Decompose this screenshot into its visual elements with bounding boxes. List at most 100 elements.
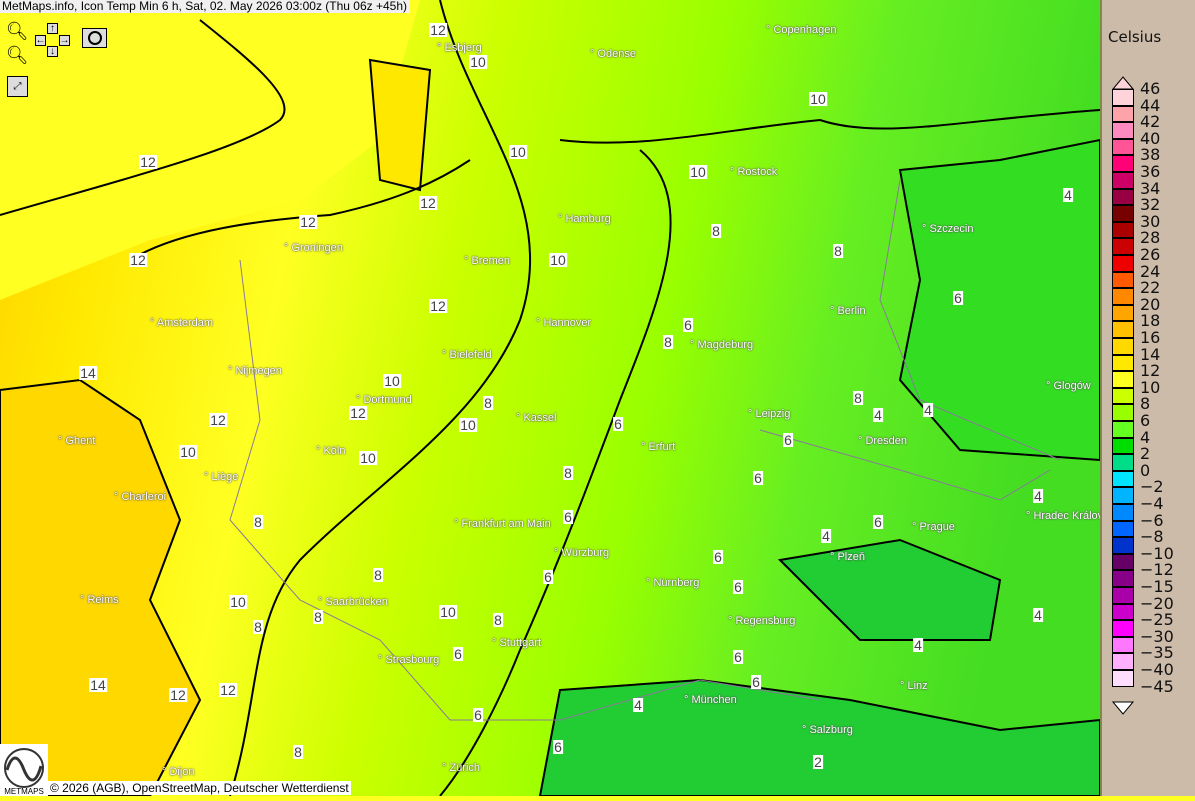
legend-swatch bbox=[1112, 653, 1134, 670]
legend-label: 26 bbox=[1140, 245, 1161, 264]
city-label: ° Köln bbox=[316, 445, 346, 457]
city-label: ° Erfurt bbox=[641, 441, 676, 453]
zoom-out-button[interactable]: 🔍︎ bbox=[5, 45, 29, 65]
city-label: ° Bremen bbox=[464, 255, 510, 267]
isotherm bbox=[0, 19, 286, 216]
legend-label: 42 bbox=[1140, 112, 1161, 132]
city-label: ° München bbox=[684, 694, 737, 706]
legend-label: 10 bbox=[1140, 377, 1161, 397]
legend-swatch bbox=[1112, 188, 1134, 206]
city-label: ° Ghent bbox=[58, 435, 96, 447]
legend-label: 16 bbox=[1140, 328, 1161, 347]
contour-label: 10 bbox=[459, 417, 477, 433]
contour-label: 10 bbox=[229, 594, 247, 610]
legend-label: −15 bbox=[1140, 577, 1174, 596]
svg-text:METMAPS: METMAPS bbox=[4, 787, 44, 796]
city-label: ° Stuttgart bbox=[492, 637, 542, 649]
legend-min-arrow bbox=[1112, 701, 1134, 715]
legend-swatch bbox=[1112, 636, 1134, 654]
camera-button[interactable] bbox=[82, 28, 107, 48]
contour-label: 14 bbox=[79, 365, 97, 381]
city-label: ° Zürich bbox=[442, 762, 481, 774]
city-label: ° Copenhagen bbox=[766, 24, 837, 36]
temperature-map[interactable] bbox=[0, 0, 1100, 796]
city-label: ° Hradec Králové bbox=[1026, 510, 1110, 522]
legend-label: −2 bbox=[1140, 477, 1164, 497]
city-label: ° Linz bbox=[900, 680, 928, 692]
legend-label: 36 bbox=[1140, 162, 1161, 181]
legend-label: −10 bbox=[1140, 543, 1174, 563]
coastline bbox=[129, 109, 1100, 261]
legend-swatch bbox=[1112, 155, 1134, 172]
contour-label: 8 bbox=[663, 334, 673, 350]
legend-label: 44 bbox=[1140, 95, 1161, 115]
contour-label: 12 bbox=[299, 214, 317, 230]
legend-swatch bbox=[1112, 89, 1134, 106]
city-label: ° Reims bbox=[80, 594, 119, 606]
pan-right-button[interactable]: → bbox=[59, 34, 70, 46]
legend-label: 28 bbox=[1140, 228, 1161, 248]
legend-label: 14 bbox=[1140, 344, 1161, 364]
legend-swatch bbox=[1112, 454, 1134, 471]
legend-label: 22 bbox=[1140, 278, 1161, 298]
legend-label: 38 bbox=[1140, 145, 1161, 165]
legend-label: 6 bbox=[1140, 411, 1151, 430]
pan-down-button[interactable]: ↓ bbox=[47, 46, 58, 57]
city-label: ° Kassel bbox=[516, 412, 557, 424]
city-label: ° Dijon bbox=[162, 766, 195, 778]
city-label: ° Amsterdam bbox=[150, 317, 214, 329]
legend-label: −40 bbox=[1140, 660, 1174, 679]
pan-up-button[interactable]: ↑ bbox=[47, 23, 58, 34]
map-title: MetMaps.info, Icon Temp Min 6 h, Sat, 02… bbox=[0, 0, 410, 13]
legend-unit: Celsius bbox=[1108, 28, 1162, 46]
contour-label: 6 bbox=[453, 646, 463, 662]
city-label: ° Charleroi bbox=[114, 491, 167, 503]
legend-swatch bbox=[1112, 553, 1134, 571]
legend-label: 32 bbox=[1140, 195, 1161, 215]
city-label: ° Berlin bbox=[830, 305, 866, 317]
city-label: ° Groningen bbox=[284, 242, 343, 254]
camera-icon bbox=[87, 31, 102, 45]
city-label: ° Odense bbox=[590, 48, 636, 60]
city-label: ° Salzburg bbox=[802, 724, 853, 736]
legend-label: −25 bbox=[1140, 610, 1174, 630]
city-label: ° Nijmegen bbox=[228, 365, 282, 377]
legend-swatch bbox=[1112, 205, 1134, 222]
legend-label: 4 bbox=[1140, 427, 1151, 447]
contour-label: 12 bbox=[419, 195, 437, 211]
legend-label: 30 bbox=[1140, 211, 1161, 231]
legend-label: 34 bbox=[1140, 178, 1161, 198]
legend-swatch bbox=[1112, 288, 1134, 305]
contour-label: 12 bbox=[429, 298, 447, 314]
city-label: ° Bielefeld bbox=[442, 349, 492, 361]
contour-label: 6 bbox=[733, 579, 743, 595]
fullscreen-button[interactable]: ⤢ bbox=[7, 76, 28, 97]
city-label: ° Liège bbox=[204, 471, 239, 483]
legend-label: −45 bbox=[1140, 676, 1174, 696]
border bbox=[229, 179, 1061, 721]
legend-swatch bbox=[1112, 470, 1134, 488]
city-label: ° Regensburg bbox=[728, 615, 796, 627]
copyright-credit: © 2026 (AGB), OpenStreetMap, Deutscher W… bbox=[48, 781, 351, 795]
legend-swatch bbox=[1112, 404, 1134, 421]
contour-label: 14 bbox=[89, 677, 107, 693]
contour-label: 12 bbox=[349, 405, 367, 421]
legend-label: 24 bbox=[1140, 261, 1161, 281]
city-label: ° Dortmund bbox=[356, 394, 412, 406]
zoom-in-button[interactable]: 🔍︎ bbox=[5, 21, 29, 41]
contour-label: 4 bbox=[1033, 607, 1043, 623]
legend-label: −30 bbox=[1140, 626, 1174, 646]
legend-swatch bbox=[1112, 238, 1134, 255]
legend-swatch bbox=[1112, 354, 1134, 372]
legend-label: 20 bbox=[1140, 294, 1161, 314]
contour-label: 10 bbox=[809, 91, 827, 107]
contour-label: 10 bbox=[359, 450, 377, 466]
contour-label: 8 bbox=[293, 744, 303, 760]
warm-region bbox=[0, 378, 202, 796]
legend-swatch bbox=[1112, 138, 1134, 156]
cool-region bbox=[898, 138, 1100, 462]
contour-label: 6 bbox=[751, 674, 761, 690]
legend-swatch bbox=[1112, 670, 1134, 687]
pan-left-button[interactable]: ← bbox=[35, 34, 46, 46]
city-label: ° Leipzig bbox=[748, 408, 791, 420]
